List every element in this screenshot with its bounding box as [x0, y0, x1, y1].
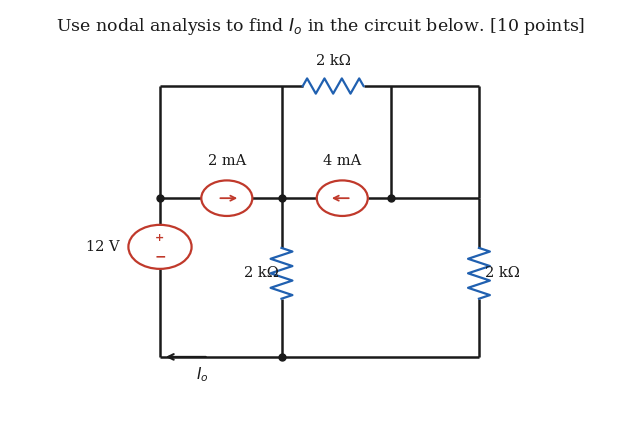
Text: $I_o$: $I_o$ [196, 366, 209, 384]
Text: 2 kΩ: 2 kΩ [485, 266, 520, 280]
Text: 2 kΩ: 2 kΩ [316, 54, 351, 68]
Text: +: + [155, 233, 164, 244]
Text: 2 mA: 2 mA [208, 154, 246, 168]
Text: Use nodal analysis to find $I_o$ in the circuit below. [10 points]: Use nodal analysis to find $I_o$ in the … [56, 16, 586, 37]
Text: 12 V: 12 V [85, 240, 119, 254]
Text: 2 kΩ: 2 kΩ [243, 266, 279, 280]
Text: −: − [154, 249, 166, 263]
Text: 4 mA: 4 mA [323, 154, 361, 168]
